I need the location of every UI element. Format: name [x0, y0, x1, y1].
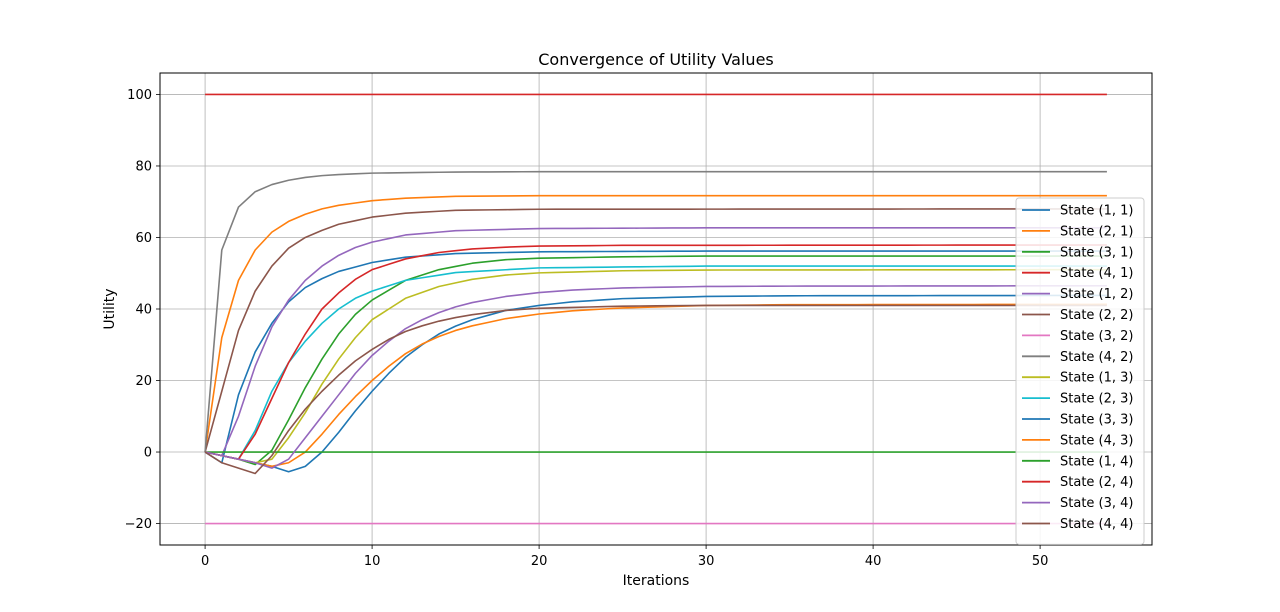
- legend-entry: State (4, 1): [1060, 266, 1134, 281]
- y-tick-label: 20: [135, 374, 152, 389]
- y-axis-label: Utility: [102, 288, 118, 329]
- legend-entry: State (1, 1): [1060, 204, 1134, 219]
- series-lines: [204, 93, 1107, 525]
- series-line-14: [204, 244, 1107, 460]
- series-line-11: [204, 294, 1107, 473]
- x-tick-label: 40: [865, 554, 882, 569]
- series-line-8: [204, 170, 1107, 453]
- series-line-5: [204, 227, 1107, 457]
- series-line-9: [204, 268, 1107, 464]
- series-line-10: [204, 265, 1107, 460]
- y-tick-label: −20: [125, 517, 152, 532]
- legend: State (1, 1) State (2, 1) State (3, 1) Stat…: [1015, 197, 1145, 545]
- series-line-12: [204, 303, 1107, 468]
- y-tick-label: 100: [127, 88, 152, 103]
- x-tick-label: 30: [698, 554, 715, 569]
- legend-entry: State (4, 2): [1060, 350, 1134, 365]
- legend-entry: State (2, 3): [1060, 392, 1134, 407]
- series-line-2: [204, 194, 1107, 453]
- legend-entry: State (1, 3): [1060, 371, 1134, 386]
- x-tick-label: 0: [201, 554, 209, 569]
- x-tick-label: 10: [364, 554, 381, 569]
- x-axis-label: Iterations: [623, 573, 690, 589]
- y-tick-label: 0: [144, 446, 152, 461]
- series-line-15: [204, 284, 1107, 469]
- legend-entry: State (1, 2): [1060, 287, 1134, 302]
- y-axis-ticks: −20 0 20 40 60 80 100: [125, 88, 160, 532]
- legend-entry: State (2, 1): [1060, 224, 1134, 239]
- legend-entry: State (3, 1): [1060, 245, 1134, 260]
- y-tick-label: 80: [135, 159, 152, 174]
- series-line-1: [204, 250, 1107, 464]
- legend-entry: State (3, 2): [1060, 329, 1134, 344]
- legend-entry: State (2, 4): [1060, 475, 1134, 490]
- y-tick-label: 60: [135, 231, 152, 246]
- series-line-6: [204, 208, 1107, 453]
- legend-entry: State (2, 2): [1060, 308, 1134, 323]
- legend-entry: State (4, 3): [1060, 433, 1134, 448]
- legend-box: [1015, 197, 1145, 545]
- series-line-16: [204, 304, 1107, 475]
- x-axis-ticks: 0 10 20 30 40 50: [201, 545, 1048, 569]
- legend-entry: State (3, 4): [1060, 496, 1134, 511]
- legend-entry: State (3, 3): [1060, 413, 1134, 428]
- x-tick-label: 50: [1032, 554, 1049, 569]
- series-line-3: [204, 255, 1107, 466]
- legend-entry: State (4, 4): [1060, 517, 1134, 532]
- legend-entry: State (1, 4): [1060, 454, 1134, 469]
- y-tick-label: 40: [135, 303, 152, 318]
- x-tick-label: 20: [531, 554, 548, 569]
- grid-lines: [160, 73, 1152, 545]
- chart-title: Convergence of Utility Values: [538, 50, 774, 69]
